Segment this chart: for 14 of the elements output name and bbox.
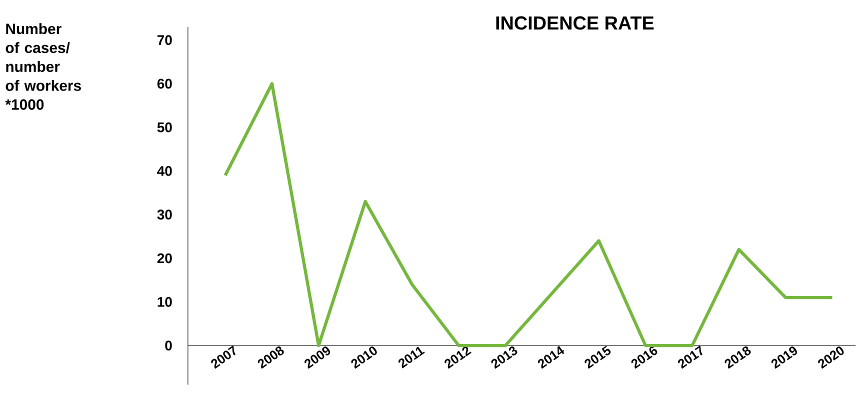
x-tick-label: 2012: [444, 346, 472, 369]
y-tick-label: 70: [157, 35, 172, 46]
y-tick-label: 30: [157, 210, 172, 220]
y-tick-label: 10: [158, 297, 172, 307]
x-tick-label: 2011: [398, 346, 425, 368]
y-tick-label: 0: [165, 340, 172, 351]
chart-title: INCIDENCE RATE: [496, 16, 654, 30]
text: Number of cases/ number of workers *1000: [5, 23, 81, 110]
y-tick-label: 40: [157, 166, 172, 176]
y-tick-label: 50: [157, 122, 172, 132]
y-tick-label: 60: [157, 78, 172, 89]
line-series: [224, 82, 834, 348]
y-tick-label: 20: [157, 253, 172, 264]
x-tick-label: 2016: [631, 346, 658, 369]
